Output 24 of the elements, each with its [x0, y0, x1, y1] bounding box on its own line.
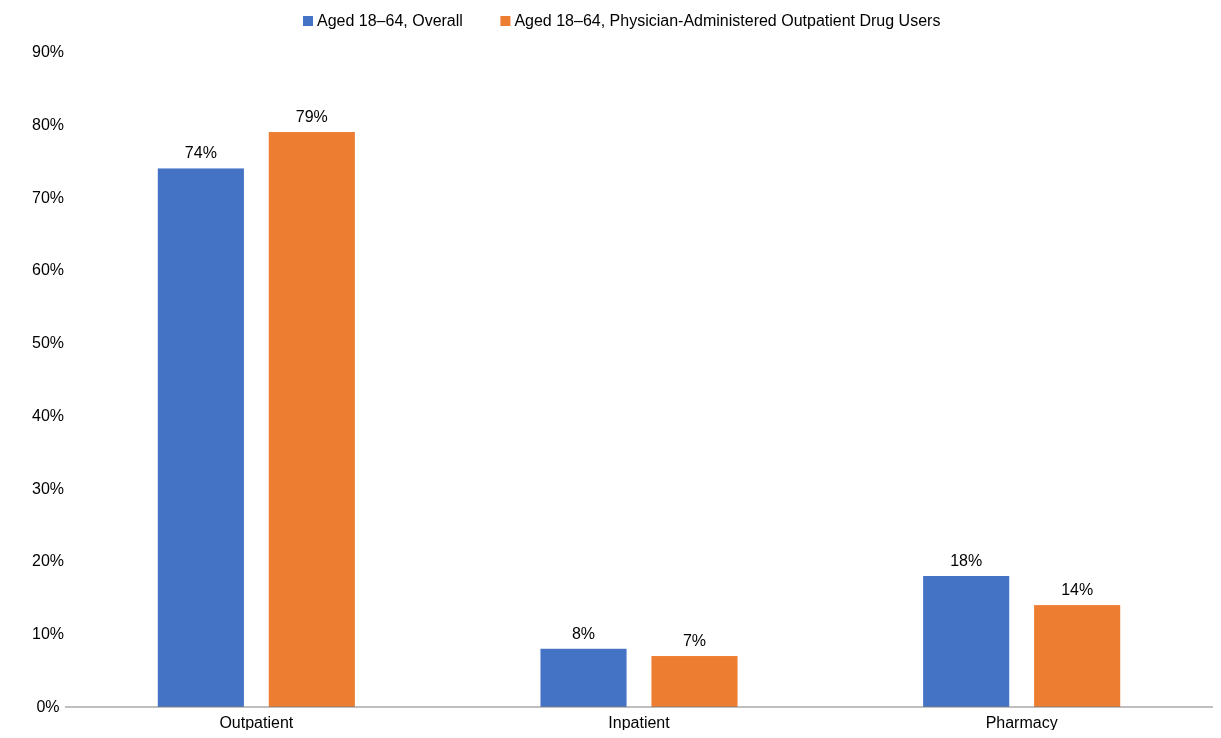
- bar: [923, 576, 1010, 707]
- bar: [157, 168, 244, 707]
- bar: [540, 648, 627, 707]
- data-label: 7%: [682, 632, 707, 650]
- y-tick-label: 60%: [31, 261, 65, 279]
- legend-label: Aged 18–64, Overall: [317, 12, 463, 29]
- y-tick-label: 90%: [31, 43, 65, 60]
- y-tick-label: 80%: [31, 115, 65, 133]
- data-label: 74%: [184, 144, 217, 162]
- y-tick-label: 40%: [31, 406, 65, 424]
- y-tick-label: 30%: [31, 479, 65, 497]
- data-label: 14%: [1061, 581, 1094, 599]
- legend-label: Aged 18–64, Physician-Administered Outpatient Drug Users: [514, 12, 941, 29]
- y-tick-label: 20%: [31, 552, 65, 570]
- data-label: 79%: [295, 108, 328, 126]
- bar: [268, 132, 355, 707]
- bar: [651, 656, 738, 707]
- y-tick-label: 50%: [31, 334, 65, 352]
- y-tick-label: 70%: [31, 188, 65, 206]
- data-label: 8%: [571, 624, 596, 642]
- y-tick-label: 10%: [31, 625, 65, 643]
- y-tick-label: 0%: [36, 698, 60, 715]
- bar: [1034, 605, 1121, 707]
- data-label: 18%: [950, 552, 983, 569]
